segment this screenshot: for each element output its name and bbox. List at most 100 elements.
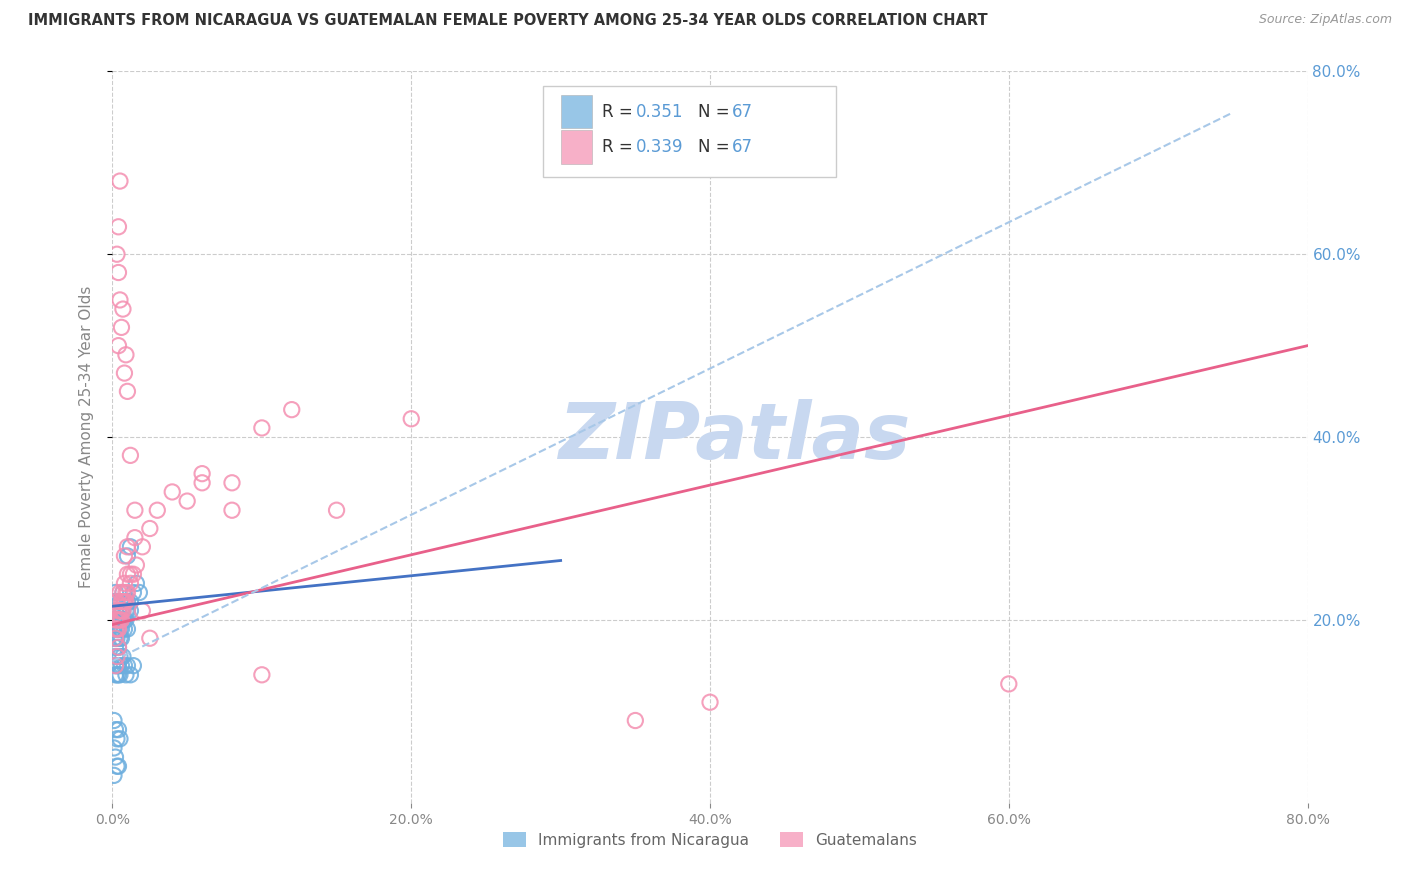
Point (114, 622, 135, 636)
Point (104, 658, 127, 673)
Text: N =: N = (699, 103, 735, 120)
FancyBboxPatch shape (543, 86, 835, 178)
Point (114, 594, 135, 608)
Point (105, 622, 128, 636)
Point (114, 366, 135, 380)
Point (108, 613, 131, 627)
Point (108, 667, 131, 681)
Point (139, 632, 162, 646)
Point (103, 594, 125, 608)
Point (107, 338, 129, 352)
Point (131, 604, 153, 618)
Point (122, 567, 145, 582)
Point (104, 613, 127, 627)
Point (103, 714, 125, 728)
Point (105, 632, 128, 646)
Point (191, 475, 214, 490)
Point (117, 540, 139, 554)
Point (108, 632, 131, 646)
Text: IMMIGRANTS FROM NICARAGUA VS GUATEMALAN FEMALE POVERTY AMONG 25-34 YEAR OLDS COR: IMMIGRANTS FROM NICARAGUA VS GUATEMALAN … (28, 13, 988, 29)
FancyBboxPatch shape (561, 130, 592, 163)
Point (110, 604, 132, 618)
Point (108, 594, 131, 608)
Point (115, 594, 138, 608)
Point (139, 521, 162, 535)
Point (221, 503, 243, 517)
Point (104, 632, 127, 646)
Point (117, 604, 139, 618)
Point (110, 320, 132, 334)
Point (117, 567, 139, 582)
Point (104, 604, 127, 618)
Text: R =: R = (603, 137, 638, 156)
Point (124, 503, 146, 517)
Point (105, 247, 128, 261)
Point (120, 604, 142, 618)
Point (107, 604, 129, 618)
Text: 67: 67 (731, 103, 752, 120)
Point (108, 293, 131, 307)
Point (108, 604, 131, 618)
Text: R =: R = (603, 103, 638, 120)
Point (125, 576, 148, 591)
Point (111, 585, 134, 599)
Point (105, 667, 128, 681)
Point (108, 622, 131, 636)
Point (115, 348, 138, 362)
Text: 0.351: 0.351 (636, 103, 683, 120)
Text: 0.339: 0.339 (636, 137, 683, 156)
Point (107, 613, 129, 627)
Y-axis label: Female Poverty Among 25-34 Year Olds: Female Poverty Among 25-34 Year Olds (79, 286, 94, 588)
Point (104, 632, 127, 646)
Point (104, 613, 127, 627)
Point (114, 549, 135, 563)
Point (107, 759, 129, 773)
Point (110, 658, 132, 673)
Point (107, 219, 129, 234)
Point (401, 412, 423, 426)
Point (110, 604, 132, 618)
Point (998, 677, 1021, 691)
Point (105, 658, 128, 673)
Point (110, 594, 132, 608)
Point (191, 467, 214, 481)
Point (221, 475, 243, 490)
Point (115, 613, 138, 627)
Point (105, 613, 128, 627)
Point (111, 604, 134, 618)
Point (110, 613, 132, 627)
Point (117, 384, 139, 399)
Point (107, 613, 129, 627)
Point (699, 695, 721, 709)
Point (117, 549, 139, 563)
Legend: Immigrants from Nicaragua, Guatemalans: Immigrants from Nicaragua, Guatemalans (498, 825, 922, 854)
Point (104, 750, 127, 764)
Point (107, 667, 129, 681)
Point (146, 503, 169, 517)
Point (104, 723, 127, 737)
Point (107, 604, 129, 618)
Point (108, 613, 131, 627)
Point (128, 585, 150, 599)
Point (117, 585, 139, 599)
Point (103, 740, 125, 755)
Text: ZIPatlas: ZIPatlas (558, 399, 910, 475)
Point (107, 622, 129, 636)
Point (114, 576, 135, 591)
Point (162, 485, 183, 500)
Point (117, 594, 139, 608)
Point (105, 731, 128, 746)
Point (624, 714, 647, 728)
Point (105, 622, 128, 636)
Point (250, 421, 273, 435)
Point (105, 594, 128, 608)
Point (105, 759, 128, 773)
Point (103, 622, 125, 636)
Point (110, 632, 132, 646)
Point (131, 540, 153, 554)
Point (117, 658, 139, 673)
Text: Source: ZipAtlas.com: Source: ZipAtlas.com (1258, 13, 1392, 27)
Point (120, 576, 142, 591)
Point (103, 632, 125, 646)
Point (111, 613, 134, 627)
